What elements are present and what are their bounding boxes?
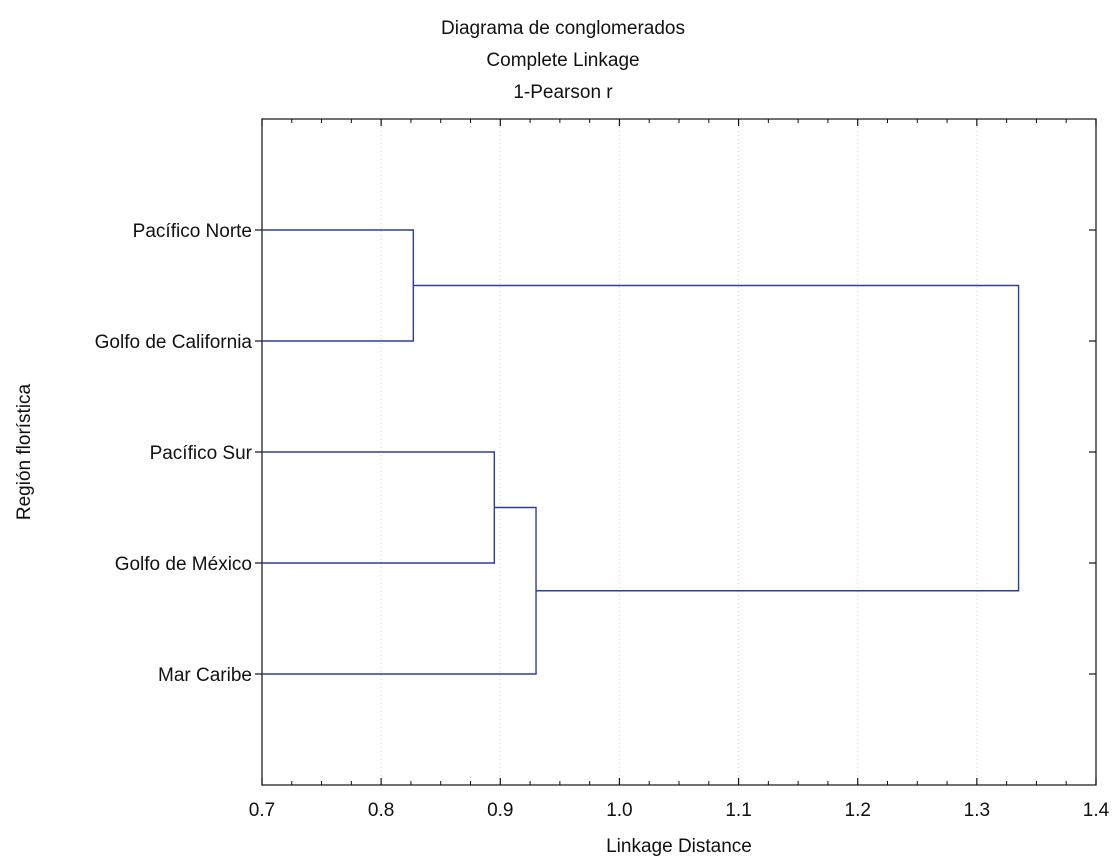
leaf-label: Mar Caribe <box>158 665 252 686</box>
x-axis-label: Linkage Distance <box>606 836 752 857</box>
title-line-2: Complete Linkage <box>486 50 639 71</box>
x-tick-label: 1.4 <box>1083 800 1110 821</box>
dendrogram-link <box>262 229 415 342</box>
x-tick-label: 0.7 <box>249 800 275 821</box>
leaf-label: Pacífico Sur <box>150 443 253 464</box>
x-tick-label: 1.2 <box>845 800 871 821</box>
y-axis-label: Región florística <box>14 383 35 520</box>
x-tick-label: 0.9 <box>487 800 513 821</box>
x-tick-label: 1.3 <box>964 800 990 821</box>
x-tick-label: 0.8 <box>368 800 394 821</box>
x-tick-labels: 0.7 0.8 0.9 1.0 1.1 1.2 1.3 1.4 <box>249 800 1110 821</box>
axis-ticks <box>255 119 1097 785</box>
leaf-label: Pacífico Norte <box>133 221 252 242</box>
chart-title: Diagrama de conglomerados Complete Linka… <box>441 18 685 103</box>
leaf-label: Golfo de México <box>115 554 252 575</box>
x-tick-label: 1.1 <box>725 800 751 821</box>
dendrogram-link <box>413 284 1020 592</box>
dendrogram-links <box>262 229 1020 675</box>
x-tick-label: 1.0 <box>606 800 632 821</box>
leaf-labels: Pacífico Norte Golfo de California Pacífic… <box>95 221 253 686</box>
title-line-1: Diagrama de conglomerados <box>441 18 685 39</box>
dendrogram-link <box>262 451 496 564</box>
title-line-3: 1-Pearson r <box>513 82 613 103</box>
leaf-label: Golfo de California <box>95 332 253 353</box>
